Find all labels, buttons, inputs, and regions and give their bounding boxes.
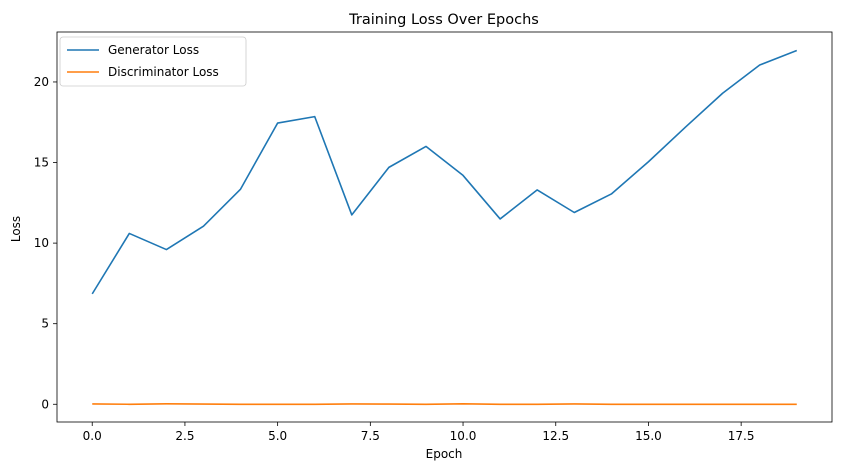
y-tick-label: 10 [34,236,49,250]
x-tick-label: 0.0 [83,429,102,443]
y-tick-label: 0 [41,397,49,411]
legend-box [59,36,247,87]
y-tick-label: 20 [34,75,49,89]
legend-label-discriminator: Discriminator Loss [108,65,219,79]
chart-title: Training Loss Over Epochs [348,12,539,28]
series-line-generator [91,49,798,295]
x-tick-label: 7.5 [361,429,380,443]
x-tick-label: 10.0 [450,429,477,443]
x-tick-label: 17.5 [728,429,755,443]
y-tick-label: 15 [34,156,49,170]
legend-label-generator: Generator Loss [108,43,199,57]
x-tick-label: 12.5 [542,429,569,443]
x-tick-label: 5.0 [268,429,287,443]
x-axis-label: Epoch [426,447,463,461]
x-tick-label: 2.5 [175,429,194,443]
y-tick-label: 5 [41,317,49,331]
x-axis-ticks: 0.0 2.5 5.0 7.5 10.0 12.5 15.0 17.5 [83,422,755,443]
plot-frame [56,31,833,423]
x-tick-label: 15.0 [635,429,662,443]
y-axis-label: Loss [9,216,23,242]
plot-area [91,49,798,406]
y-axis-ticks: 0 5 10 15 20 [34,75,57,411]
legend: Generator Loss Discriminator Loss [59,36,247,87]
